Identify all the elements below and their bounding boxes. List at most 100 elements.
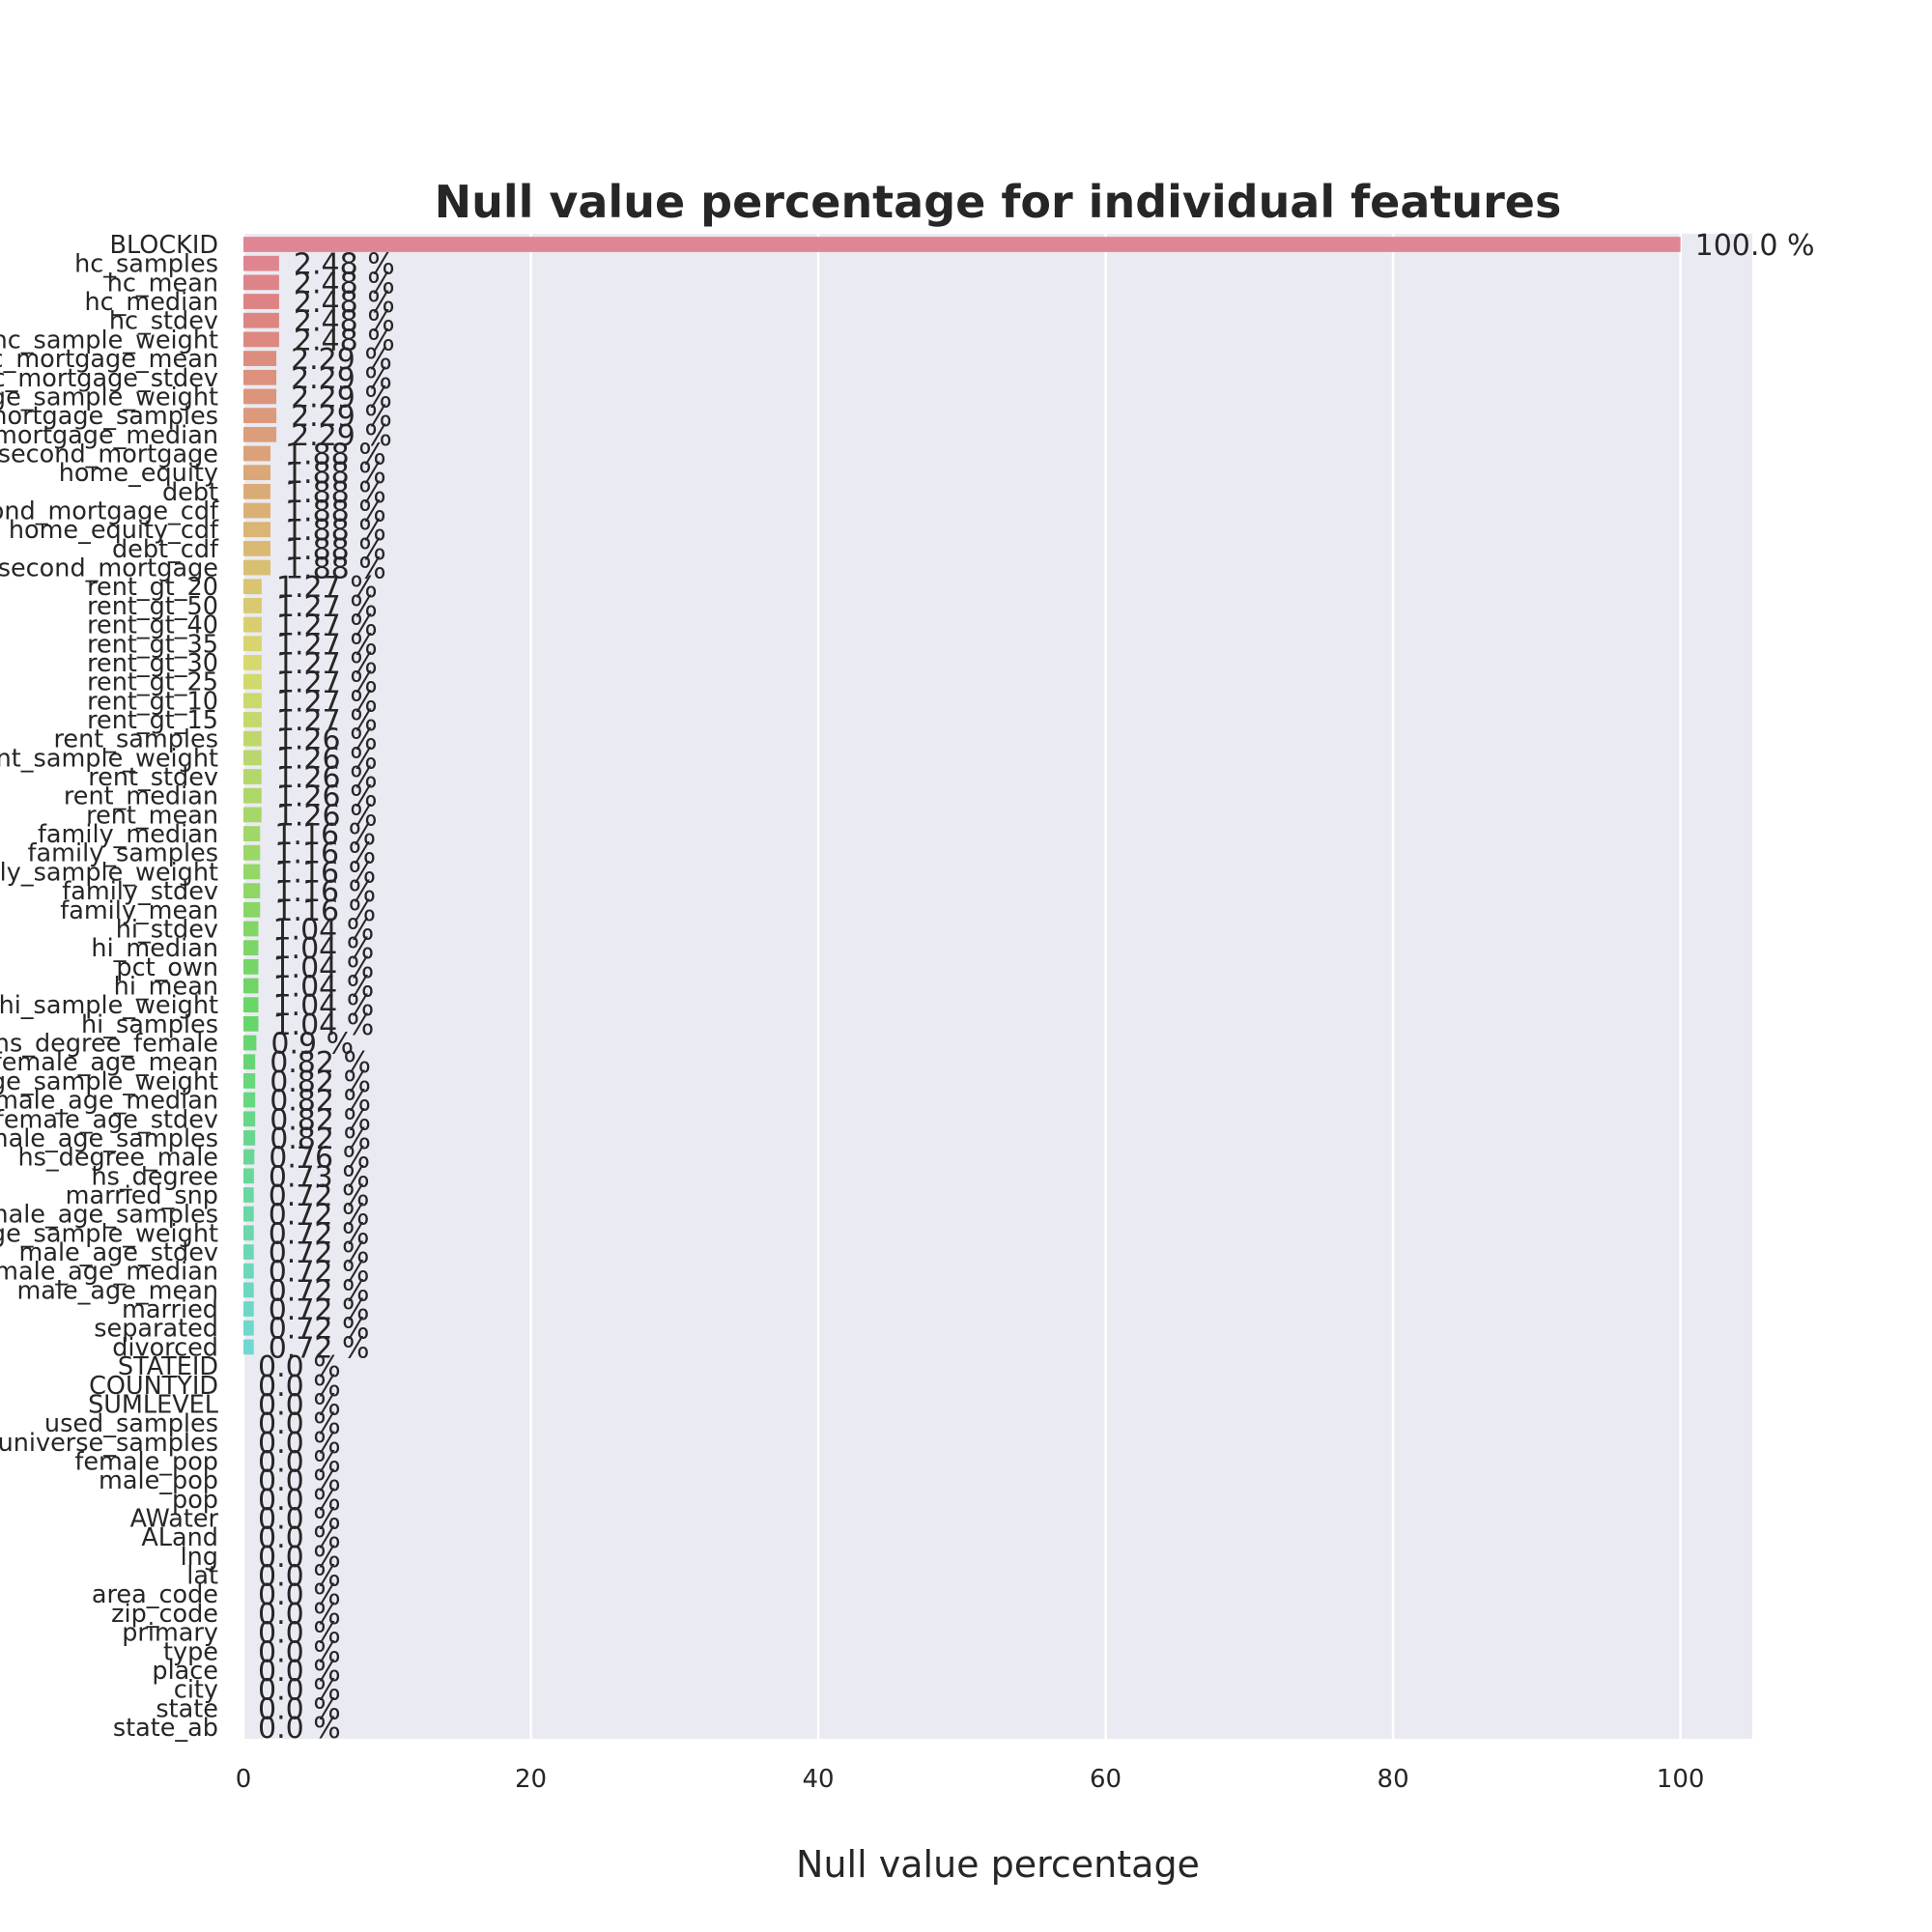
data-label: 1.04 % [272,1009,374,1042]
data-label: 2.29 % [291,381,392,414]
data-label: 1.16 % [274,838,376,871]
data-label: 1.27 % [276,590,378,624]
bar [243,1206,254,1222]
x-tick-label: 60 [1090,1765,1122,1794]
data-label: 0.0 % [258,1464,341,1498]
bar [243,807,262,823]
data-label: 1.04 % [272,971,374,1005]
bar [243,826,261,841]
y-tick-label: home_equity [59,459,218,488]
data-label: 1.04 % [272,952,374,985]
data-label: 1.04 % [272,932,374,966]
data-label: 2.29 % [291,419,392,453]
data-label: 2.48 % [294,324,395,357]
bar [243,769,262,784]
data-label: 0.0 % [258,1521,341,1555]
bar [243,901,261,918]
bar [243,1149,255,1165]
data-label: 0.82 % [270,1122,371,1156]
x-tick-label: 20 [515,1765,547,1794]
y-tick-label: rent_mean [86,801,218,830]
y-tick-label: family_samples [28,839,218,868]
data-label: 1.88 % [285,496,386,529]
y-tick-label: male_age_stdev [19,1238,219,1267]
bar [243,1282,254,1298]
bar [243,750,262,766]
y-tick-label: type [163,1637,218,1666]
y-tick-label: rent_median [64,782,218,811]
data-label: 0.0 % [258,1560,341,1594]
bar [243,1015,259,1032]
data-label: 1.88 % [285,514,386,548]
data-label: 0.0 % [258,1617,341,1651]
bar [243,1035,257,1051]
y-tick-label: rent_gt_30 [87,649,218,678]
data-label: 1.26 % [276,799,378,833]
data-label: 1.16 % [274,818,376,852]
y-tick-label: male_age_mean [16,1276,218,1305]
data-label: 1.27 % [276,667,378,700]
bar [243,978,259,994]
y-tick-label: ALand [141,1523,218,1552]
bar [243,673,262,690]
y-tick-label: hs_degree_female [0,1030,218,1059]
y-tick-label: rent_gt_15 [87,706,218,735]
grid-lines [242,234,1682,1739]
y-tick-label: separated [94,1315,218,1344]
bar [243,844,261,861]
data-label: 0.0 % [258,1578,341,1612]
data-label: 1.26 % [276,781,378,814]
data-label: 0.72 % [269,1274,370,1308]
data-label: 0.0 % [258,1388,341,1422]
y-tick-label: pct_own [116,953,218,982]
y-tick-label: divorced [112,1333,218,1362]
y-tick-label: AWater [130,1505,219,1534]
y-tick-label: state_ab [113,1714,218,1743]
data-label: 0.82 % [270,1065,371,1099]
bar [243,997,259,1013]
y-tick-label: hc_mortgage_mean [0,345,218,374]
y-tick-label: hc_mortgage_median [0,421,218,450]
y-tick-label: hi_median [91,934,218,963]
data-label: 0.0 % [258,1407,341,1441]
data-label: 1.27 % [276,685,378,719]
y-tick-label: rent_gt_40 [87,611,218,640]
y-tick-label: home_equity_cdf [9,516,219,545]
data-label: 0.0 % [258,1427,341,1461]
y-tick-label: hc_stdev [109,307,218,336]
bar [243,1054,256,1070]
y-tick-label: state [156,1694,218,1723]
data-label: 0.0 % [258,1370,341,1404]
bar [243,1111,256,1127]
data-label: 1.27 % [276,647,378,681]
y-tick-label: city [174,1676,218,1705]
data-label: 0.0 % [258,1484,341,1518]
data-label: 0.82 % [270,1103,371,1137]
y-tick-label: used_samples [44,1409,218,1438]
y-tick-label: female_age_sample_weight [0,1067,218,1096]
bar [243,1092,256,1108]
y-tick-label: hc_sample_weight [0,326,218,355]
y-tick-label: zip_code [111,1600,218,1629]
bar [243,598,262,613]
y-tick-label: hc_samples [74,250,218,279]
data-label: 1.16 % [274,856,376,890]
data-label: 0.9 % [270,1028,354,1062]
bar [243,237,1681,252]
bar [243,921,259,937]
y-tick-label: family_stdev [62,877,218,906]
y-tick-label: male_pop [99,1466,218,1495]
y-tick-label: hi_stdev [116,915,218,944]
bar [243,426,277,442]
y-tick-label: BLOCKID [109,231,218,260]
data-label: 2.29 % [291,400,392,434]
y-tick-label: lng [181,1543,218,1572]
y-tick-label: home_equity_second_mortgage [0,554,218,583]
data-label: 1.27 % [276,704,378,738]
data-label: 1.88 % [285,438,386,471]
data-label: 0.72 % [269,1331,370,1365]
y-tick-label: hc_median [84,288,218,317]
bar [243,616,262,633]
bar [243,522,270,538]
